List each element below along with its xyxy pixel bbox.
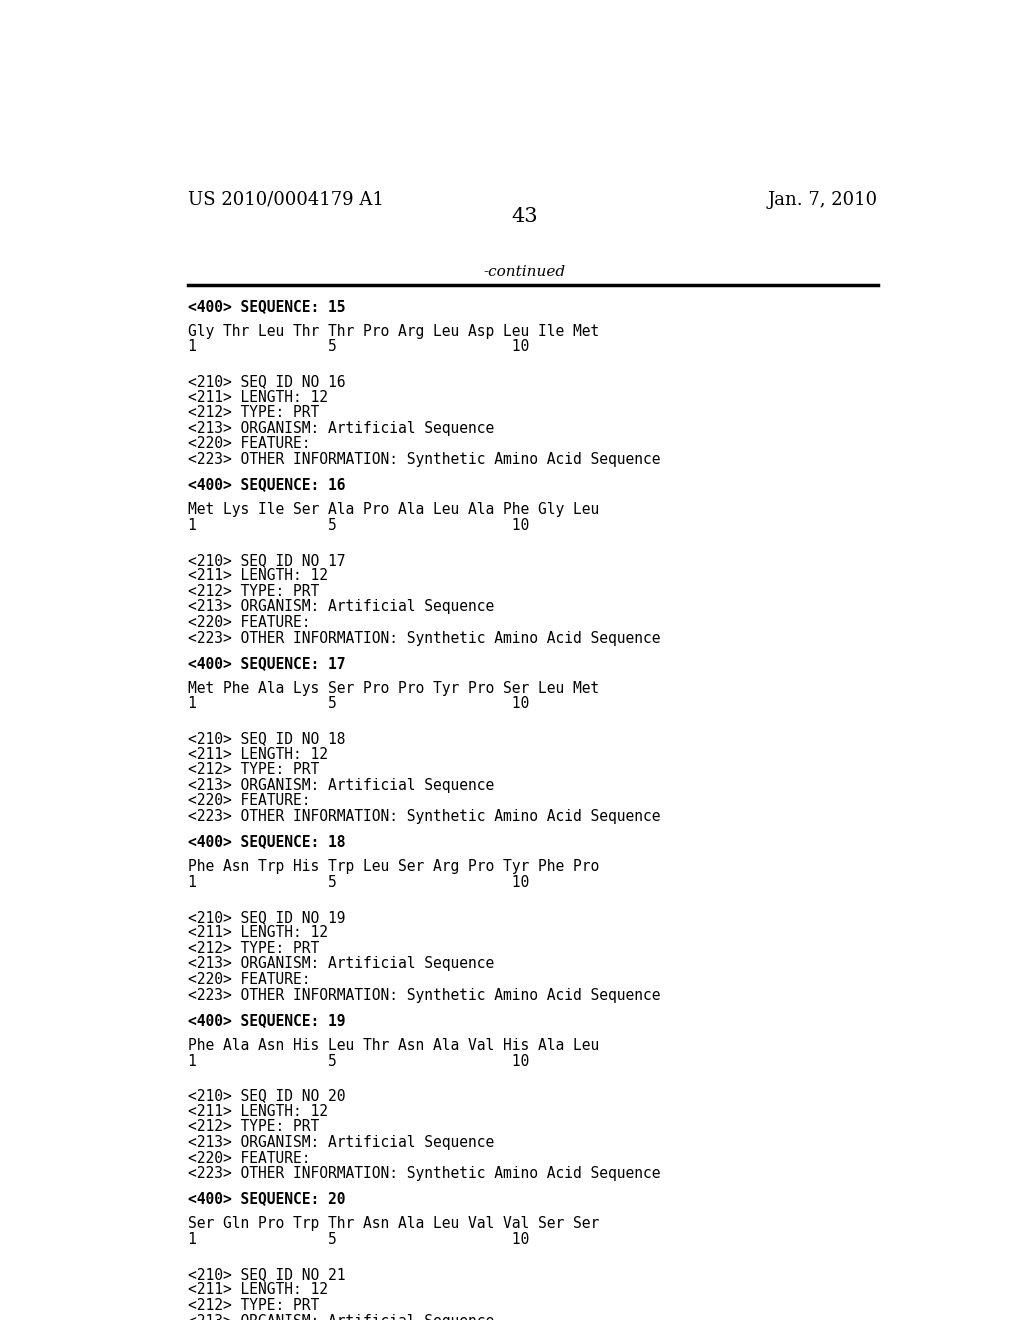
Text: Jan. 7, 2010: Jan. 7, 2010	[768, 191, 878, 209]
Text: <220> FEATURE:: <220> FEATURE:	[187, 615, 310, 630]
Text: <213> ORGANISM: Artificial Sequence: <213> ORGANISM: Artificial Sequence	[187, 1313, 494, 1320]
Text: <210> SEQ ID NO 17: <210> SEQ ID NO 17	[187, 553, 345, 568]
Text: <213> ORGANISM: Artificial Sequence: <213> ORGANISM: Artificial Sequence	[187, 777, 494, 793]
Text: <211> LENGTH: 12: <211> LENGTH: 12	[187, 747, 328, 762]
Text: <210> SEQ ID NO 19: <210> SEQ ID NO 19	[187, 909, 345, 925]
Text: Gly Thr Leu Thr Thr Pro Arg Leu Asp Leu Ile Met: Gly Thr Leu Thr Thr Pro Arg Leu Asp Leu …	[187, 323, 599, 339]
Text: 1               5                    10: 1 5 10	[187, 697, 528, 711]
Text: <400> SEQUENCE: 16: <400> SEQUENCE: 16	[187, 478, 345, 492]
Text: <213> ORGANISM: Artificial Sequence: <213> ORGANISM: Artificial Sequence	[187, 599, 494, 614]
Text: <211> LENGTH: 12: <211> LENGTH: 12	[187, 389, 328, 405]
Text: <210> SEQ ID NO 16: <210> SEQ ID NO 16	[187, 375, 345, 389]
Text: <400> SEQUENCE: 18: <400> SEQUENCE: 18	[187, 834, 345, 849]
Text: -continued: -continued	[483, 265, 566, 279]
Text: <210> SEQ ID NO 18: <210> SEQ ID NO 18	[187, 731, 345, 746]
Text: <212> TYPE: PRT: <212> TYPE: PRT	[187, 1298, 318, 1313]
Text: Phe Ala Asn His Leu Thr Asn Ala Val His Ala Leu: Phe Ala Asn His Leu Thr Asn Ala Val His …	[187, 1038, 599, 1053]
Text: <220> FEATURE:: <220> FEATURE:	[187, 793, 310, 808]
Text: <223> OTHER INFORMATION: Synthetic Amino Acid Sequence: <223> OTHER INFORMATION: Synthetic Amino…	[187, 1166, 660, 1181]
Text: <400> SEQUENCE: 15: <400> SEQUENCE: 15	[187, 298, 345, 314]
Text: 1               5                    10: 1 5 10	[187, 875, 528, 890]
Text: 1               5                    10: 1 5 10	[187, 1053, 528, 1068]
Text: 43: 43	[511, 207, 539, 226]
Text: Ser Gln Pro Trp Thr Asn Ala Leu Val Val Ser Ser: Ser Gln Pro Trp Thr Asn Ala Leu Val Val …	[187, 1217, 599, 1232]
Text: 1               5                    10: 1 5 10	[187, 517, 528, 533]
Text: <212> TYPE: PRT: <212> TYPE: PRT	[187, 1119, 318, 1134]
Text: <223> OTHER INFORMATION: Synthetic Amino Acid Sequence: <223> OTHER INFORMATION: Synthetic Amino…	[187, 809, 660, 824]
Text: <210> SEQ ID NO 20: <210> SEQ ID NO 20	[187, 1088, 345, 1104]
Text: <400> SEQUENCE: 20: <400> SEQUENCE: 20	[187, 1191, 345, 1206]
Text: <211> LENGTH: 12: <211> LENGTH: 12	[187, 1104, 328, 1119]
Text: <223> OTHER INFORMATION: Synthetic Amino Acid Sequence: <223> OTHER INFORMATION: Synthetic Amino…	[187, 631, 660, 645]
Text: <212> TYPE: PRT: <212> TYPE: PRT	[187, 583, 318, 599]
Text: <212> TYPE: PRT: <212> TYPE: PRT	[187, 763, 318, 777]
Text: Met Lys Ile Ser Ala Pro Ala Leu Ala Phe Gly Leu: Met Lys Ile Ser Ala Pro Ala Leu Ala Phe …	[187, 503, 599, 517]
Text: 1               5                    10: 1 5 10	[187, 339, 528, 354]
Text: US 2010/0004179 A1: US 2010/0004179 A1	[187, 191, 383, 209]
Text: <223> OTHER INFORMATION: Synthetic Amino Acid Sequence: <223> OTHER INFORMATION: Synthetic Amino…	[187, 451, 660, 467]
Text: <220> FEATURE:: <220> FEATURE:	[187, 972, 310, 987]
Text: <213> ORGANISM: Artificial Sequence: <213> ORGANISM: Artificial Sequence	[187, 1135, 494, 1150]
Text: <223> OTHER INFORMATION: Synthetic Amino Acid Sequence: <223> OTHER INFORMATION: Synthetic Amino…	[187, 987, 660, 1003]
Text: <211> LENGTH: 12: <211> LENGTH: 12	[187, 569, 328, 583]
Text: <213> ORGANISM: Artificial Sequence: <213> ORGANISM: Artificial Sequence	[187, 957, 494, 972]
Text: <220> FEATURE:: <220> FEATURE:	[187, 437, 310, 451]
Text: <211> LENGTH: 12: <211> LENGTH: 12	[187, 1283, 328, 1298]
Text: <213> ORGANISM: Artificial Sequence: <213> ORGANISM: Artificial Sequence	[187, 421, 494, 436]
Text: <212> TYPE: PRT: <212> TYPE: PRT	[187, 941, 318, 956]
Text: <210> SEQ ID NO 21: <210> SEQ ID NO 21	[187, 1267, 345, 1282]
Text: <212> TYPE: PRT: <212> TYPE: PRT	[187, 405, 318, 420]
Text: <211> LENGTH: 12: <211> LENGTH: 12	[187, 925, 328, 940]
Text: <400> SEQUENCE: 17: <400> SEQUENCE: 17	[187, 656, 345, 671]
Text: <400> SEQUENCE: 19: <400> SEQUENCE: 19	[187, 1012, 345, 1028]
Text: Phe Asn Trp His Trp Leu Ser Arg Pro Tyr Phe Pro: Phe Asn Trp His Trp Leu Ser Arg Pro Tyr …	[187, 859, 599, 874]
Text: <220> FEATURE:: <220> FEATURE:	[187, 1151, 310, 1166]
Text: Met Phe Ala Lys Ser Pro Pro Tyr Pro Ser Leu Met: Met Phe Ala Lys Ser Pro Pro Tyr Pro Ser …	[187, 681, 599, 696]
Text: 1               5                    10: 1 5 10	[187, 1232, 528, 1247]
